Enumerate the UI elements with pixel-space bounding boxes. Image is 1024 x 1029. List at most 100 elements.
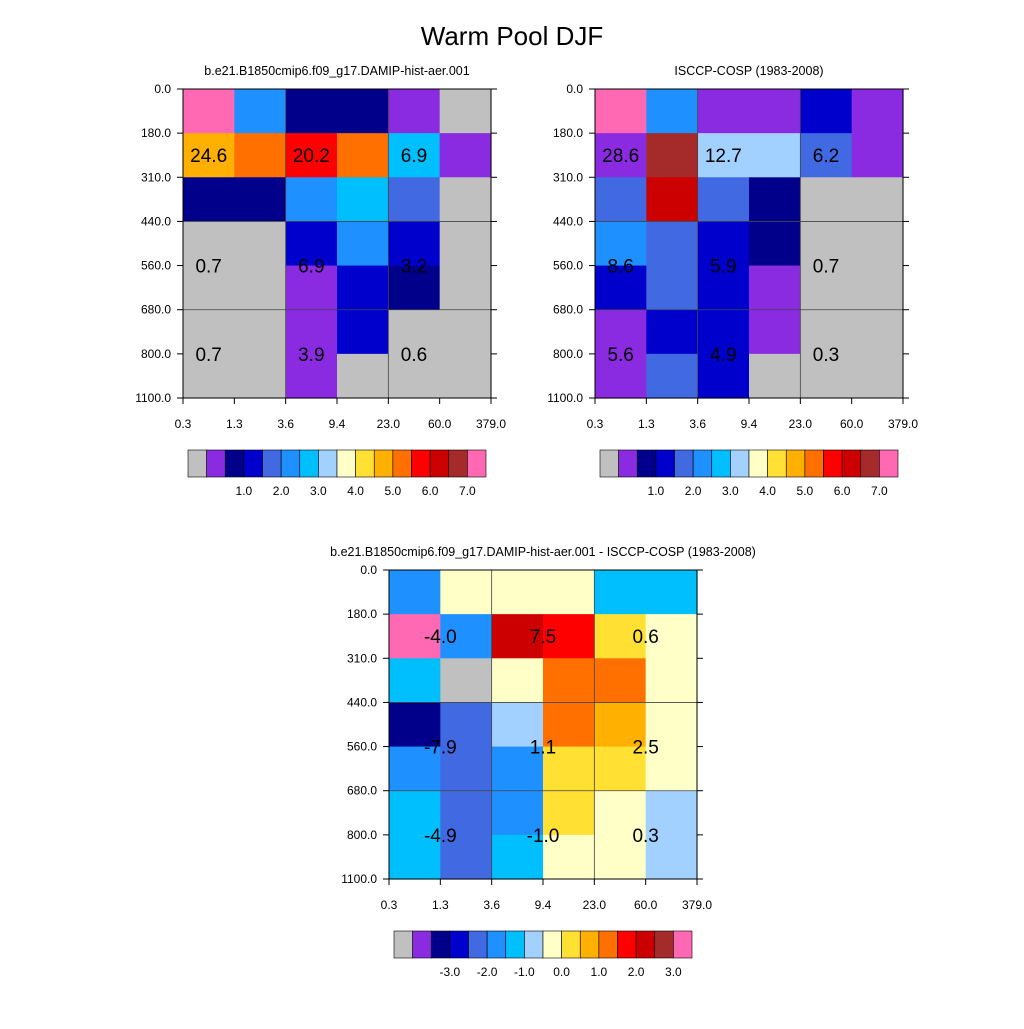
colorbar-swatch [448, 449, 468, 478]
y-tick-label: 680.0 [347, 784, 377, 798]
colorbar-swatch [524, 930, 544, 959]
colorbar-swatch [449, 930, 469, 959]
heatmap-cell [749, 221, 801, 267]
heatmap-cell [183, 177, 235, 223]
y-tick-label: 1100.0 [547, 391, 583, 405]
heatmap-cell [851, 353, 904, 399]
cell-value-label: 0.6 [632, 627, 658, 648]
x-tick-label: 379.0 [476, 417, 506, 431]
heatmap-cell [337, 309, 389, 355]
colorbar-swatch [355, 449, 375, 478]
heatmap-cell [183, 265, 235, 311]
heatmap-cell [595, 89, 647, 134]
heatmap-cell [440, 790, 493, 836]
cell-value-label: 7.5 [530, 627, 556, 648]
heatmap-cell [646, 133, 699, 178]
heatmap-cell [234, 353, 287, 399]
heatmap-cell [594, 702, 647, 748]
y-tick-label: 180.0 [347, 607, 377, 621]
heatmap-cell [439, 353, 492, 399]
colorbar-label: 5.0 [385, 484, 402, 498]
colorbar-label: 1.0 [591, 965, 608, 979]
y-tick-label: 440.0 [553, 214, 583, 228]
heatmap-cell [595, 353, 647, 399]
heatmap-cell [337, 221, 389, 267]
heatmap-cell [645, 790, 698, 836]
colorbar-label: 2.0 [273, 484, 290, 498]
heatmap-cell [389, 834, 441, 880]
colorbar-swatch [542, 930, 562, 959]
colorbar-swatch [561, 930, 581, 959]
cell-value-label: 28.6 [602, 146, 639, 167]
heatmap-cell [851, 133, 904, 178]
heatmap-cell [594, 746, 647, 792]
heatmap-cell [285, 265, 338, 311]
heatmap-cell [543, 702, 595, 748]
panel-2: ISCCP-COSP (1983-2008) 0.3 1.3 3.6 9.4 23.0 60… [547, 64, 918, 498]
y-tick-label: 800.0 [553, 347, 583, 361]
x-tick-label: 1.3 [638, 417, 655, 431]
x-tick-label: 23.0 [377, 417, 401, 431]
x-tick-label: 3.6 [483, 898, 500, 912]
heatmap-cell [285, 177, 338, 223]
heatmap-cell [389, 702, 441, 748]
cell-value-label: 5.9 [710, 257, 736, 278]
colorbar-swatch [373, 449, 394, 478]
heatmap-cell [800, 177, 853, 223]
heatmap-cell [183, 133, 235, 178]
y-tick-label: 680.0 [553, 303, 583, 317]
cell-value-label: -1.0 [527, 826, 560, 847]
cell-value-label: 0.7 [195, 257, 221, 278]
y-tick-label: 440.0 [347, 695, 377, 709]
heatmap-cell [800, 89, 853, 134]
heatmap-cell [440, 834, 493, 880]
heatmap-cell [595, 177, 647, 223]
heatmap-cell [388, 309, 441, 355]
colorbar-swatch [318, 449, 338, 478]
heatmap-cell [800, 221, 853, 267]
heatmap-cell [595, 265, 647, 311]
heatmap-cell [646, 265, 699, 311]
panels: b.e21.B1850cmip6.f09_g17.DAMIP-hist-aer.… [135, 64, 918, 979]
heatmap-cell [440, 570, 493, 615]
x-tick-label: 9.4 [535, 898, 552, 912]
heatmap-cell [749, 89, 801, 134]
heatmap-cell [646, 89, 699, 134]
heatmap-cell [543, 834, 595, 880]
heatmap-cell [389, 790, 441, 836]
heatmap-cell [337, 177, 389, 223]
cell-value-label: 6.2 [813, 146, 839, 167]
colorbar-swatch [598, 930, 618, 959]
heatmap-cell [388, 133, 441, 178]
colorbar-label: 0.0 [553, 965, 570, 979]
heatmap-cell [491, 702, 544, 748]
panel-title: b.e21.B1850cmip6.f09_g17.DAMIP-hist-aer.… [330, 545, 756, 559]
cell-value-label: -4.0 [424, 627, 457, 648]
heatmap-cell [543, 746, 595, 792]
heatmap-cell [183, 221, 235, 267]
x-tick-label: 379.0 [888, 417, 918, 431]
panel-1: b.e21.B1850cmip6.f09_g17.DAMIP-hist-aer.… [135, 64, 506, 498]
cell-value-label: 0.6 [401, 345, 427, 366]
heatmap-cell [646, 177, 699, 223]
y-tick-label: 180.0 [141, 126, 171, 140]
heatmap-cell [645, 702, 698, 748]
heatmap-cell [337, 89, 389, 134]
colorbar-label: 4.0 [759, 484, 776, 498]
heatmap-cell [749, 309, 801, 355]
colorbar-swatch [860, 449, 880, 478]
cell-value-label: -7.9 [424, 738, 457, 759]
colorbar-swatch [224, 449, 245, 478]
heatmap-cell [388, 177, 441, 223]
colorbar-swatch [393, 930, 413, 959]
heatmap-cell [595, 221, 647, 267]
heatmap-cell [440, 746, 493, 792]
colorbar-swatch [674, 449, 694, 478]
heatmap-cell [697, 89, 750, 134]
colorbar-label: 7.0 [459, 484, 476, 498]
colorbar-swatch [785, 449, 806, 478]
x-tick-label: 9.4 [329, 417, 346, 431]
heatmap-cell [439, 89, 492, 134]
